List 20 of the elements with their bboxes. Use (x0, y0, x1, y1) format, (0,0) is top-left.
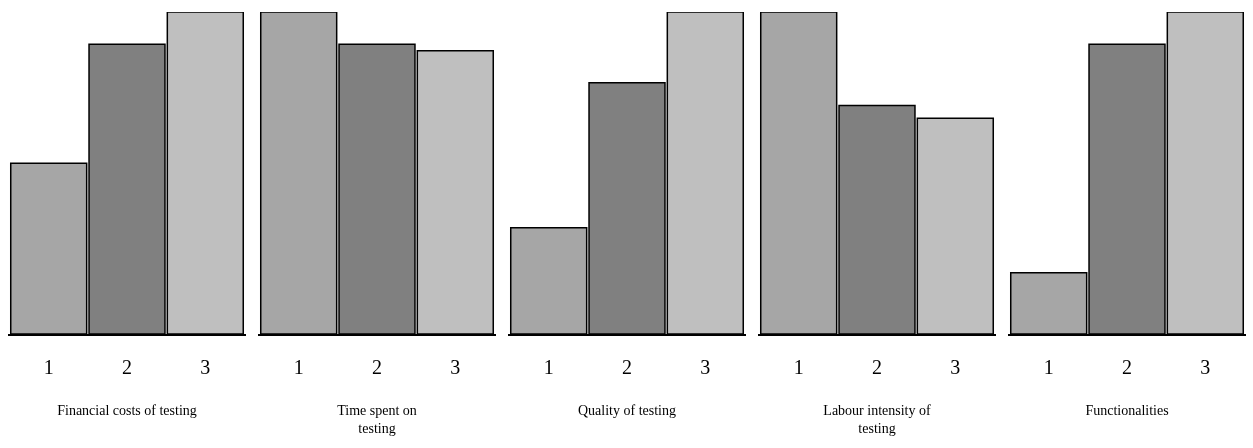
x-tick-label: 2 (872, 355, 882, 378)
x-tick-label: 3 (950, 355, 961, 378)
x-tick-label: 2 (622, 355, 632, 378)
x-tick-label: 1 (43, 355, 54, 378)
x-axis-title: Labour intensity of testing (823, 402, 931, 436)
x-axis-title: Time spent on testing (337, 402, 417, 436)
x-tick-label: 3 (1200, 355, 1211, 378)
x-tick-label: 2 (372, 355, 382, 378)
x-tick-label: 3 (200, 355, 211, 378)
x-tick-label: 1 (543, 355, 554, 378)
x-tick-label: 3 (700, 355, 711, 378)
x-axis-title: Quality of testing (578, 402, 676, 418)
x-tick-label: 3 (450, 355, 461, 378)
x-tick-label: 1 (793, 355, 804, 378)
x-tick-label: 1 (293, 355, 304, 378)
x-axis-title: Financial costs of testing (57, 402, 197, 418)
x-tick-label: 2 (1122, 355, 1132, 378)
x-tick-label: 2 (122, 355, 132, 378)
x-axis-title: Functionalities (1085, 402, 1169, 418)
x-tick-label: 1 (1043, 355, 1054, 378)
